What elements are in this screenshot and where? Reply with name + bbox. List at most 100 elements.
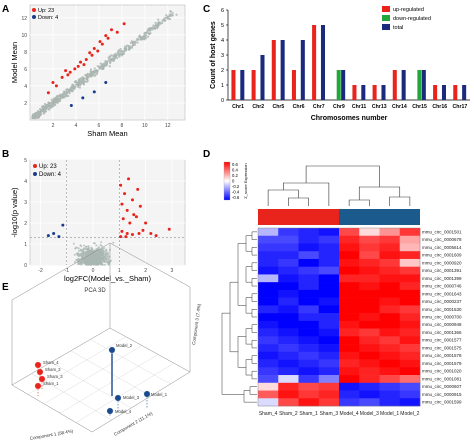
panel-e-floor-edge [91, 371, 191, 433]
panel-label-a: A [2, 4, 9, 15]
panel-a-y-tick-label: 6 [24, 67, 27, 73]
panel-a-background-point [93, 67, 96, 70]
panel-d-cell [379, 274, 401, 283]
panel-d-cell [278, 243, 299, 252]
panel-a-background-point [39, 109, 42, 112]
panel-b-x-tick-label: 2 [144, 268, 147, 274]
panel-d-cell [359, 289, 380, 298]
panel-b-background-point [89, 257, 92, 260]
panel-b-x-ticks: -2 -1 0 1 2 3 [38, 268, 173, 274]
panel-a-x-tick-label: 4 [75, 123, 78, 129]
panel-a-up-point [100, 42, 104, 46]
panel-b-background-point [86, 256, 89, 259]
panel-c-x-tick-label: Chr6 [293, 104, 305, 110]
panel-d-cell [298, 382, 320, 391]
panel-a-background-point [169, 14, 172, 17]
panel-d-cell [359, 344, 380, 353]
panel-c-legend-label: down-regulated [393, 16, 431, 22]
panel-c-bar [336, 70, 341, 100]
panel-d-row-dendrogram-branch [237, 336, 246, 368]
panel-d-cell [339, 251, 360, 260]
panel-d-row-label: mmu_circ_0000746 [422, 284, 462, 289]
panel-d-cell [339, 390, 360, 399]
panel-a-background-point [113, 55, 116, 58]
panel-d-row-label: mmu_circ_0001399 [422, 276, 462, 281]
panel-c-bar [441, 85, 447, 100]
panel-d-cell [278, 390, 299, 399]
panel-b-background-point [91, 255, 94, 258]
panel-a-background-point [134, 41, 137, 44]
panel-a-background-point [61, 94, 65, 98]
panel-d-row-dendrogram-branch [251, 231, 257, 240]
panel-d-row-dendrogram-branch [251, 355, 257, 364]
panel-d-cell [379, 344, 401, 353]
panel-b-up-point [144, 221, 148, 225]
panel-a-up-point [73, 67, 77, 71]
panel-b-legend-down: Down: 4 [39, 172, 62, 178]
panel-a-background-point [78, 80, 81, 83]
panel-d-cell [379, 243, 401, 252]
panel-a-background-point [146, 30, 149, 33]
panel-b-background-point [87, 262, 90, 265]
panel-d-colorbar-label: Z_score Expression [243, 163, 248, 198]
panel-a-background-point [100, 64, 104, 67]
panel-c-bar [381, 85, 386, 100]
panel-d-cell [298, 235, 320, 244]
panel-d-cell [379, 359, 401, 368]
panel-a-up-point [90, 53, 94, 57]
panel-e-floor-edge [11, 384, 93, 433]
panel-d-cell [339, 351, 360, 360]
panel-d-row-label: mmu_circ_0000920 [422, 260, 462, 265]
panel-d-cell [399, 235, 421, 244]
panel-b-background-point [77, 262, 80, 265]
panel-d-cell [399, 398, 421, 407]
panel-a-background-point [111, 58, 114, 61]
panel-b-background-point [104, 257, 107, 260]
panel-b-up-point [124, 235, 128, 239]
panel-c-bar [231, 70, 236, 100]
panel-b-legend-down-dot [33, 172, 37, 176]
panel-b-background-point [90, 261, 93, 264]
panel-d-cell [379, 266, 401, 275]
panel-a-background-point [166, 16, 169, 19]
panel-a-background-point [31, 116, 35, 120]
panel-b-background-point [87, 245, 90, 248]
panel-a-background-point [61, 92, 64, 95]
panel-a-background-point [48, 108, 51, 111]
panel-b-background-point [100, 262, 103, 265]
panel-c-x-tick-label: Chr13 [372, 104, 387, 110]
panel-d-cell [318, 282, 340, 291]
panel-e-point-label: Sham_1 [43, 381, 59, 386]
panel-a-background-point [66, 91, 69, 94]
panel-d-cell [298, 320, 320, 329]
panel-b-background-point [92, 242, 95, 245]
panel-d-cell [339, 282, 360, 291]
panel-d-cell [399, 328, 421, 337]
panel-b-down-point [57, 235, 61, 239]
panel-a-background-point [52, 101, 56, 104]
panel-a-background-point [168, 17, 172, 21]
panel-a-background-point [81, 80, 84, 83]
panel-a-background-point [104, 62, 107, 66]
panel-d-group-sham [258, 209, 339, 225]
panel-a-background-point [50, 98, 53, 101]
panel-d-cell [339, 305, 360, 314]
panel-d-cell [399, 344, 421, 353]
panel-b-x-tick-label: -1 [65, 268, 70, 274]
panel-a-background-point [96, 64, 99, 68]
panel-d-cell [359, 282, 380, 291]
panel-a-x-ticks: 2 4 6 8 10 12 [52, 123, 171, 129]
panel-c-x-tick-label: Chr1 [232, 104, 244, 110]
panel-a-background-point [37, 114, 41, 117]
panel-b-background-point [102, 255, 105, 258]
panel-c-x-tick-label: Chr9 [333, 104, 345, 110]
panel-b-down-point [52, 232, 56, 235]
panel-b-up-point [130, 198, 134, 202]
panel-d-cell [318, 258, 340, 267]
panel-d-cell [359, 243, 380, 252]
panel-a-background-point [122, 50, 125, 53]
panel-a-background-point [154, 21, 157, 24]
panel-b-background-point [81, 255, 84, 258]
panel-e-floor-grid [59, 354, 159, 414]
panel-b-y-tick-label: 2 [24, 221, 27, 227]
